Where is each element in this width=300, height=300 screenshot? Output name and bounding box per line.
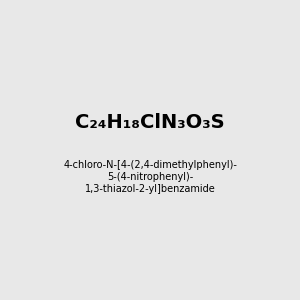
Text: 4-chloro-N-[4-(2,4-dimethylphenyl)-
5-(4-nitrophenyl)-
1,3-thiazol-2-yl]benzamid: 4-chloro-N-[4-(2,4-dimethylphenyl)- 5-(4… — [63, 160, 237, 194]
Text: C₂₄H₁₈ClN₃O₃S: C₂₄H₁₈ClN₃O₃S — [75, 113, 225, 133]
